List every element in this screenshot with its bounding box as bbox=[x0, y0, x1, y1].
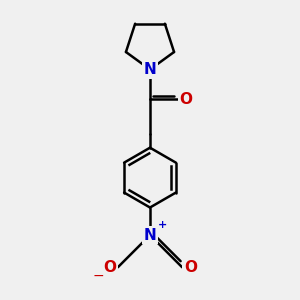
Text: O: O bbox=[179, 92, 192, 107]
Text: N: N bbox=[144, 62, 156, 77]
Text: +: + bbox=[158, 220, 167, 230]
Text: O: O bbox=[184, 260, 197, 275]
Text: O: O bbox=[103, 260, 116, 275]
Text: N: N bbox=[144, 228, 156, 243]
Text: −: − bbox=[93, 268, 104, 283]
